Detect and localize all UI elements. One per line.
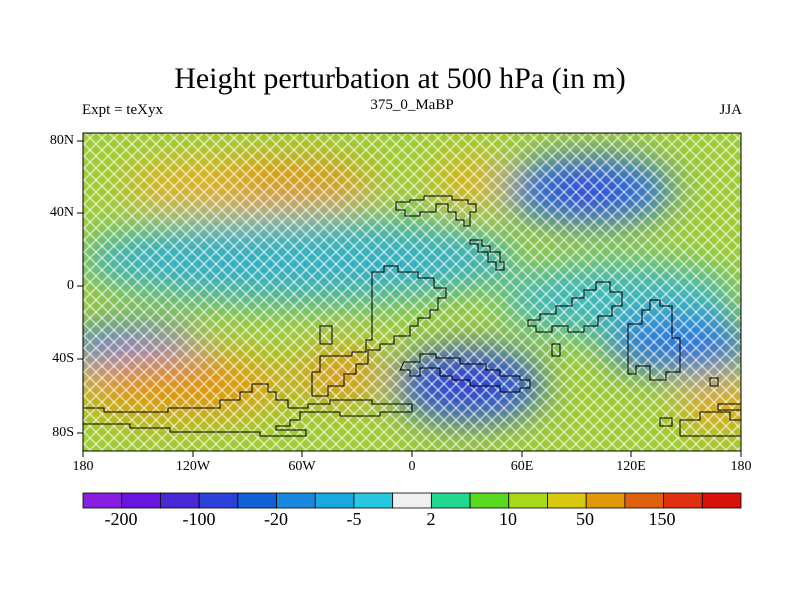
colorbar-swatch <box>624 492 664 509</box>
colorbar-label: 2 <box>426 509 436 529</box>
lat-tick-marks <box>77 140 742 457</box>
colorbar-swatch <box>82 492 123 509</box>
colorbar-swatch <box>198 492 239 509</box>
lat-tick-label: 0 <box>67 278 74 293</box>
lon-tick-label: 180 <box>730 459 752 474</box>
colorbar-swatch <box>663 492 703 509</box>
lat-tick-label: 80N <box>49 133 74 148</box>
season-label: JJA <box>719 102 742 118</box>
colorbar-label: -5 <box>346 509 362 529</box>
colorbar <box>82 492 742 509</box>
experiment-label: Expt = teXyx <box>82 102 163 118</box>
lon-tick-label: 0 <box>408 459 416 474</box>
lon-tick-label: 180 <box>72 459 94 474</box>
lon-tick-label: 120E <box>616 459 646 474</box>
colorbar-label: 10 <box>499 509 517 529</box>
colorbar-swatch <box>547 492 587 509</box>
colorbar-label: -100 <box>182 509 216 529</box>
figure-title: Height perturbation at 500 hPa (in m) <box>174 62 626 95</box>
colorbar-swatch <box>508 492 548 509</box>
colorbar-swatch <box>353 492 394 509</box>
colorbar-swatch <box>121 492 161 509</box>
colorbar-swatch <box>430 492 471 509</box>
lat-tick-label: 80S <box>52 425 74 440</box>
colorbar-swatch <box>701 492 742 509</box>
colorbar-swatch <box>585 492 626 509</box>
lon-tick-label: 60E <box>510 459 534 474</box>
height-field <box>83 133 741 451</box>
lat-tick-label: 40N <box>49 205 74 220</box>
colorbar-swatch <box>276 492 316 509</box>
colorbar-label: 50 <box>576 509 594 529</box>
colorbar-swatch <box>160 492 200 509</box>
colorbar-label: 150 <box>648 509 676 529</box>
colorbar-swatch <box>237 492 277 509</box>
time-label: 375_0_MaBP <box>370 97 454 113</box>
colorbar-swatch <box>469 492 510 509</box>
colorbar-swatch <box>314 492 355 509</box>
lon-tick-label: 120W <box>175 459 211 474</box>
lon-tick-label: 60W <box>288 459 316 474</box>
colorbar-swatch <box>392 492 432 509</box>
coastlines <box>83 195 741 437</box>
lat-tick-label: 40S <box>52 351 74 366</box>
colorbar-label: -200 <box>104 509 138 529</box>
colorbar-label: -20 <box>264 509 288 529</box>
